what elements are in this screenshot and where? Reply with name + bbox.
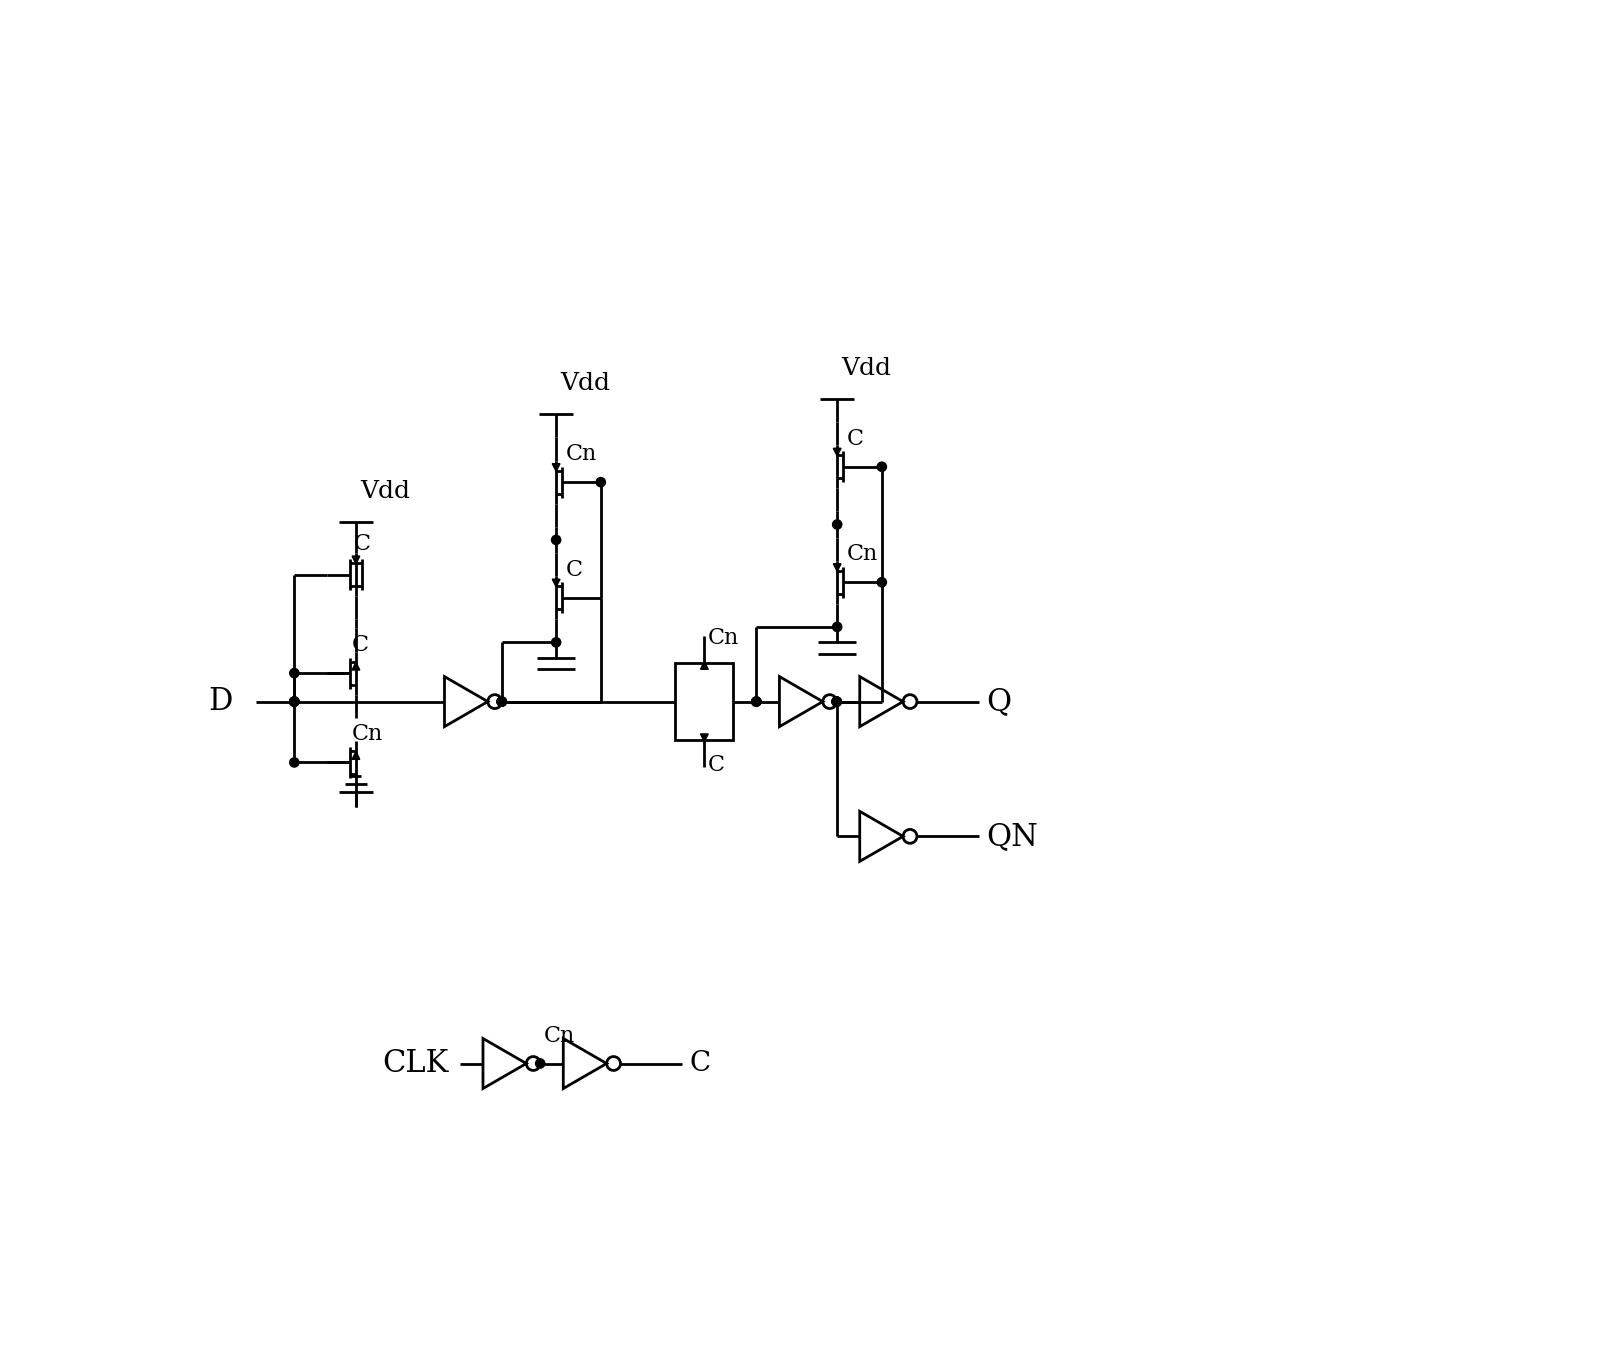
Text: C: C: [567, 558, 583, 581]
Circle shape: [833, 622, 843, 631]
Text: C: C: [709, 753, 725, 776]
Polygon shape: [352, 556, 360, 564]
Text: Cn: Cn: [847, 543, 878, 565]
Text: C: C: [689, 1050, 710, 1077]
Circle shape: [291, 757, 299, 767]
Polygon shape: [700, 734, 709, 741]
Circle shape: [833, 696, 841, 706]
Polygon shape: [833, 449, 841, 457]
Text: Cn: Cn: [352, 724, 383, 745]
Bar: [676, 663, 733, 740]
Circle shape: [291, 668, 299, 678]
Circle shape: [752, 696, 760, 706]
Circle shape: [833, 520, 843, 528]
Circle shape: [878, 577, 886, 587]
Text: Vdd: Vdd: [360, 480, 410, 503]
Circle shape: [536, 1058, 546, 1068]
Polygon shape: [352, 663, 360, 669]
Text: Cn: Cn: [544, 1024, 575, 1046]
Circle shape: [497, 696, 507, 706]
Polygon shape: [552, 579, 560, 587]
Text: Cn: Cn: [709, 627, 739, 649]
Circle shape: [497, 696, 507, 706]
Text: QN: QN: [986, 821, 1038, 852]
Polygon shape: [552, 463, 560, 472]
Text: C: C: [352, 634, 368, 656]
Polygon shape: [833, 564, 841, 572]
Circle shape: [552, 535, 560, 545]
Circle shape: [833, 696, 841, 706]
Text: CLK: CLK: [383, 1047, 449, 1079]
Text: C: C: [353, 534, 371, 556]
Circle shape: [552, 638, 560, 646]
Text: Vdd: Vdd: [841, 356, 891, 379]
Circle shape: [596, 477, 605, 486]
Circle shape: [752, 696, 760, 706]
Text: Cn: Cn: [567, 443, 597, 465]
Circle shape: [833, 696, 841, 706]
Circle shape: [497, 696, 507, 706]
Circle shape: [291, 696, 299, 706]
Text: Q: Q: [986, 686, 1012, 717]
Polygon shape: [700, 661, 709, 669]
Circle shape: [752, 696, 760, 706]
Circle shape: [878, 462, 886, 472]
Text: C: C: [847, 428, 863, 450]
Circle shape: [291, 696, 299, 706]
Circle shape: [291, 696, 299, 706]
Text: D: D: [208, 686, 232, 717]
Polygon shape: [352, 752, 360, 759]
Circle shape: [497, 696, 507, 706]
Circle shape: [833, 696, 841, 706]
Circle shape: [291, 696, 299, 706]
Text: Vdd: Vdd: [560, 373, 610, 396]
